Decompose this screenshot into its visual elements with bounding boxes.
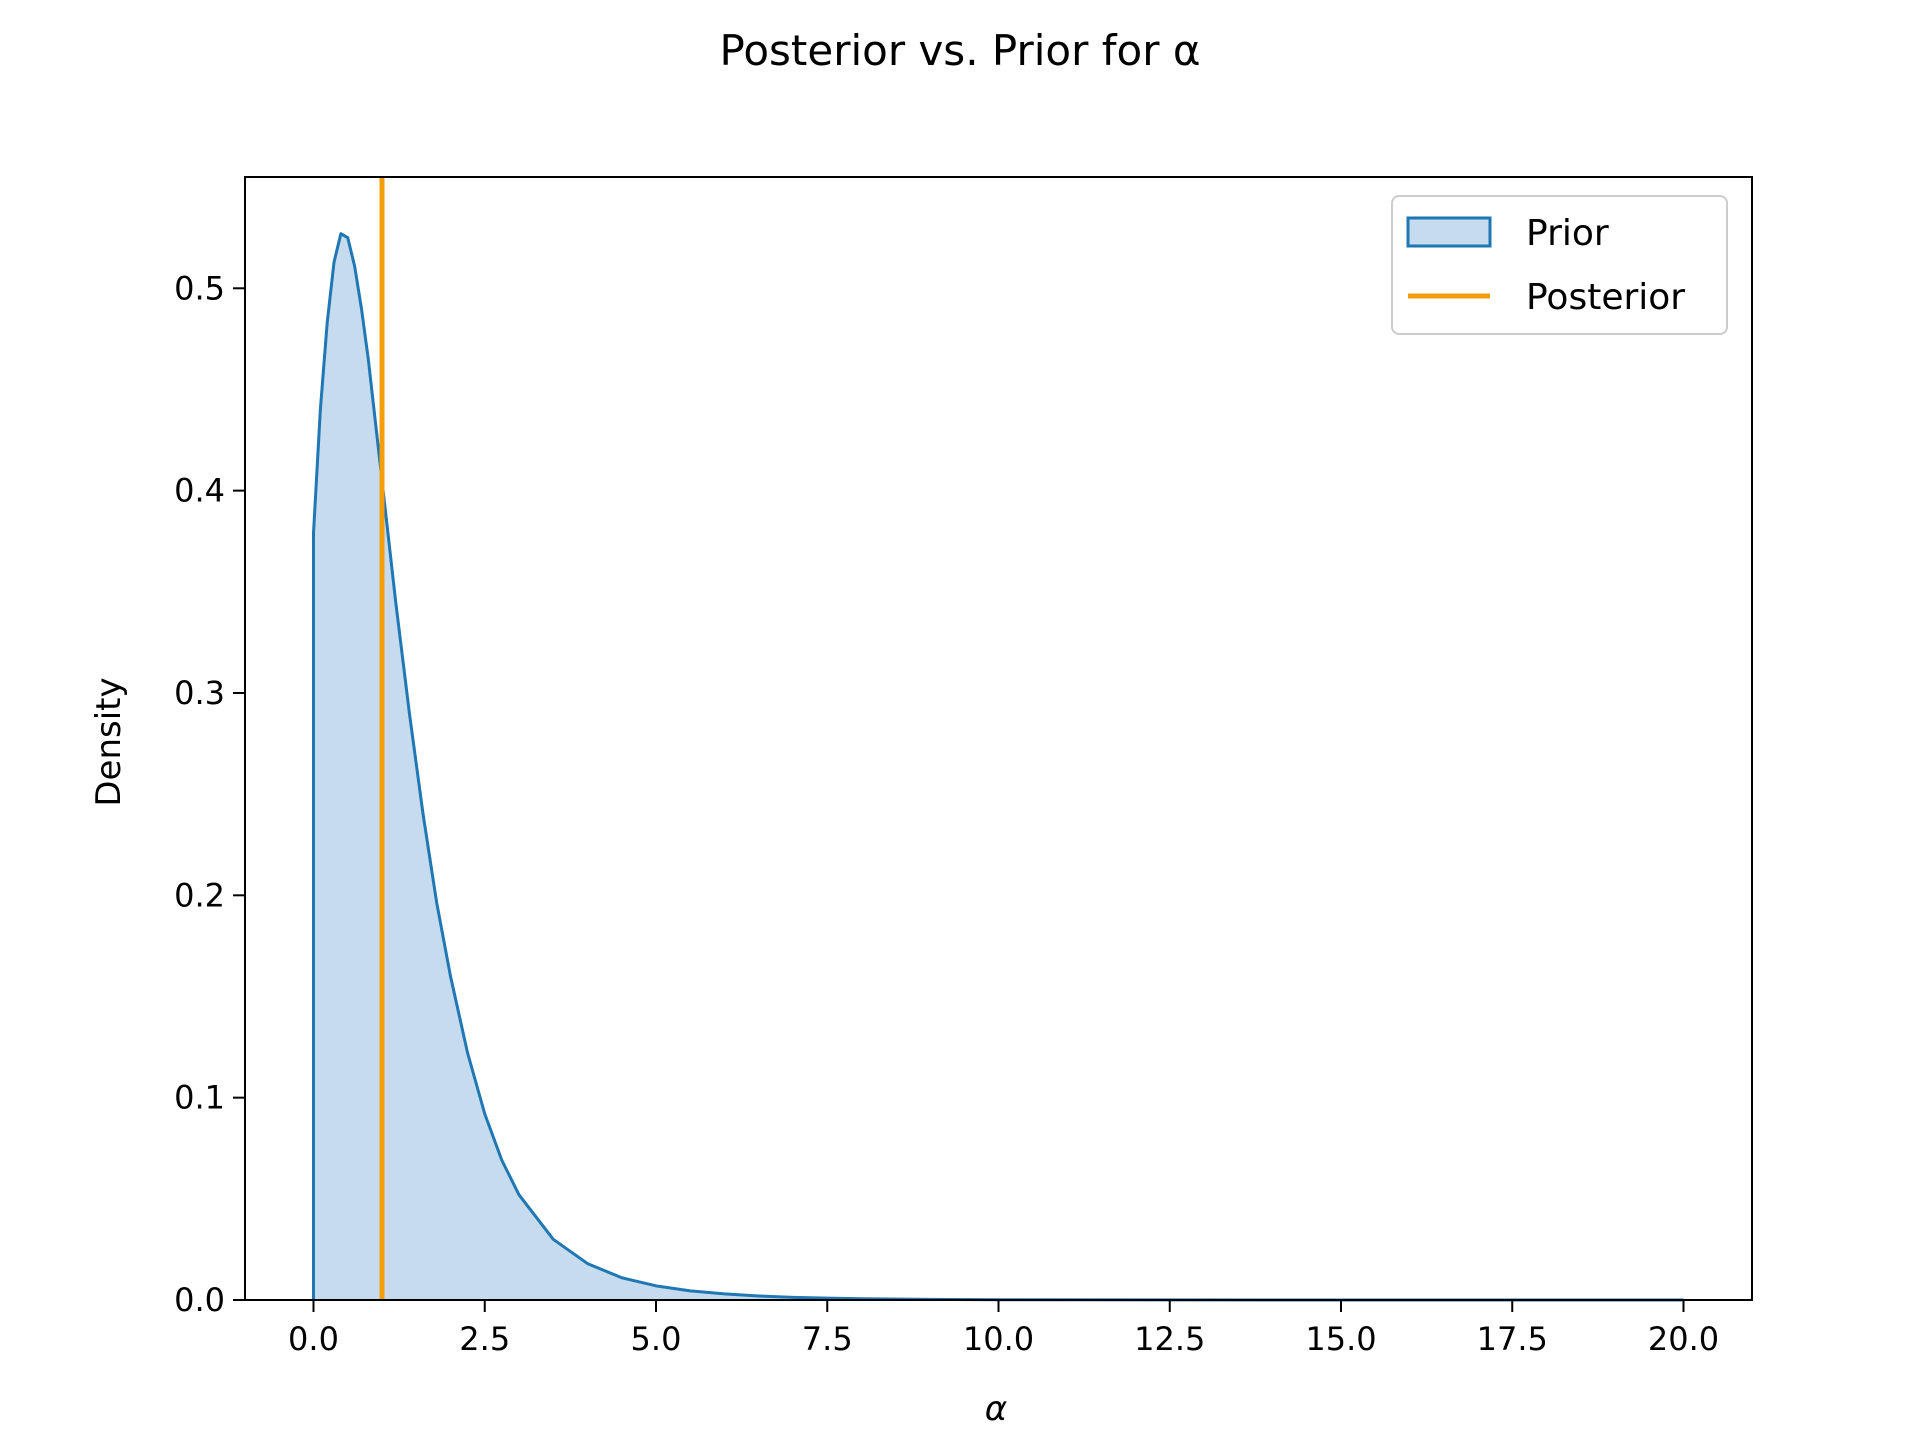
prior-line bbox=[312, 232, 1684, 1302]
y-axis: 0.0 0.1 0.2 0.3 0.4 0.5 bbox=[174, 269, 245, 1319]
y-tick-label: 0.5 bbox=[174, 269, 225, 307]
x-axis: 0.0 2.5 5.0 7.5 10.0 12.5 15.0 17.5 20.0 bbox=[288, 1300, 1719, 1358]
legend-prior-label: Prior bbox=[1526, 213, 1609, 254]
x-tick-label: 10.0 bbox=[963, 1320, 1034, 1358]
x-axis-label: α bbox=[985, 1389, 1007, 1429]
y-tick-label: 0.3 bbox=[174, 674, 225, 712]
y-tick-label: 0.2 bbox=[174, 876, 225, 914]
legend: Prior Posterior bbox=[1391, 195, 1728, 335]
x-tick-label: 5.0 bbox=[631, 1320, 682, 1358]
legend-posterior-label: Posterior bbox=[1526, 277, 1685, 318]
legend-prior-swatch bbox=[1406, 216, 1492, 248]
plot-area bbox=[244, 176, 1753, 1302]
x-tick-label: 20.0 bbox=[1648, 1320, 1719, 1358]
x-tick-label: 2.5 bbox=[459, 1320, 510, 1358]
y-axis-label: Density bbox=[89, 677, 129, 806]
x-tick-label: 12.5 bbox=[1134, 1320, 1205, 1358]
x-tick-label: 15.0 bbox=[1305, 1320, 1376, 1358]
prior-area-fill bbox=[313, 233, 1684, 1300]
x-tick-label: 0.0 bbox=[288, 1320, 339, 1358]
y-tick-label: 0.1 bbox=[174, 1079, 225, 1117]
x-tick-label: 17.5 bbox=[1477, 1320, 1548, 1358]
chart-title: Posterior vs. Prior for α bbox=[719, 26, 1200, 75]
y-tick-label: 0.0 bbox=[174, 1281, 225, 1319]
y-tick-label: 0.4 bbox=[174, 472, 225, 510]
x-tick-label: 7.5 bbox=[802, 1320, 853, 1358]
